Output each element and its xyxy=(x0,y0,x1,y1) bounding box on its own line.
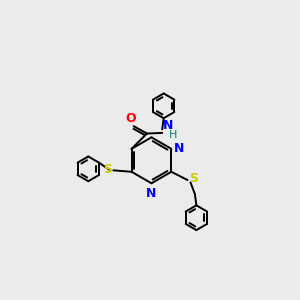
Text: N: N xyxy=(173,142,184,155)
Text: H: H xyxy=(169,130,177,140)
Text: S: S xyxy=(103,163,112,176)
Text: N: N xyxy=(146,187,156,200)
Text: O: O xyxy=(125,112,136,125)
Text: N: N xyxy=(163,119,173,132)
Text: S: S xyxy=(189,172,198,185)
